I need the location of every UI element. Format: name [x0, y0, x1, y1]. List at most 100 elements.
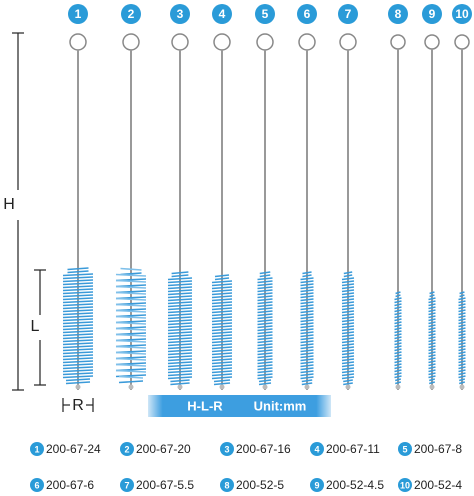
bristle [428, 300, 436, 304]
bristle [167, 289, 193, 293]
brush [454, 34, 470, 390]
bristle [167, 295, 193, 299]
bristle [458, 348, 466, 352]
badge [170, 4, 190, 24]
bristle [341, 358, 355, 362]
diameter-dimension [62, 398, 94, 412]
bristle [458, 369, 466, 373]
bristle [394, 321, 402, 325]
bristle [301, 379, 313, 383]
bristle [458, 321, 466, 325]
bristle [395, 294, 401, 298]
bristle [394, 330, 402, 334]
bristle [211, 301, 233, 305]
badge [121, 4, 141, 24]
bristle [115, 333, 147, 337]
bristle [300, 319, 314, 323]
bristle [458, 381, 466, 385]
bristle [300, 313, 314, 317]
bristle [62, 282, 94, 286]
bristle [62, 357, 94, 361]
bristle [257, 286, 273, 290]
badge [212, 4, 232, 24]
bristle [257, 280, 273, 284]
spec-number: 3 [224, 444, 229, 454]
bristle [428, 372, 436, 376]
bristle [458, 372, 466, 376]
bristle [257, 292, 273, 296]
bristle [341, 331, 355, 335]
bristle [62, 375, 94, 379]
bristle [115, 321, 147, 325]
bristle [115, 303, 147, 307]
bristle [257, 289, 273, 293]
bristle [257, 376, 273, 380]
bristle [394, 354, 402, 358]
bristle [394, 360, 402, 364]
bristle [428, 330, 436, 334]
bristle [341, 334, 355, 338]
bristle [167, 328, 193, 332]
bristle [115, 339, 147, 343]
bristle [167, 307, 193, 311]
bristle [458, 342, 466, 346]
bristle [300, 292, 314, 296]
brush-loop [454, 34, 470, 50]
bristle [458, 330, 466, 334]
brush-tip [459, 384, 465, 390]
badges: 1 2 3 4 5 6 7 8 9 10 [68, 4, 472, 24]
bristle [300, 307, 314, 311]
bristle [428, 309, 436, 313]
bristle [341, 313, 355, 317]
bristle [257, 349, 273, 353]
bristle [341, 286, 355, 290]
bristle [257, 364, 273, 368]
brush-loop [256, 33, 274, 51]
bristle [300, 361, 314, 365]
bristle [394, 381, 402, 385]
bristle [300, 328, 314, 332]
bristle [211, 376, 233, 380]
bristle [300, 349, 314, 353]
bristle [62, 330, 94, 334]
bristle [341, 295, 355, 299]
bristle [428, 318, 436, 322]
bristle [458, 354, 466, 358]
bristle [300, 337, 314, 341]
bristle [167, 334, 193, 338]
bristle [257, 295, 273, 299]
spec-number: 8 [224, 480, 229, 490]
bristle [211, 280, 233, 284]
bristle [118, 375, 144, 379]
bristle [428, 357, 436, 361]
badge-number: 4 [219, 7, 226, 21]
bristle [211, 313, 233, 317]
bristle [167, 304, 193, 308]
bristle [257, 337, 273, 341]
bristle [167, 283, 193, 287]
bristle [115, 309, 147, 313]
bristle [167, 373, 193, 377]
bristle [300, 325, 314, 329]
bristle [211, 352, 233, 356]
spec-badge [310, 478, 324, 492]
bristle [167, 277, 193, 281]
bristle [211, 298, 233, 302]
bristle [394, 351, 402, 355]
bristle [257, 316, 273, 320]
brush-tip [219, 384, 225, 390]
bristle [211, 295, 233, 299]
bristle [211, 340, 233, 344]
bristle [458, 333, 466, 337]
bristle [341, 298, 355, 302]
height-dimension [12, 32, 24, 391]
bristle [211, 358, 233, 362]
bristle [302, 274, 312, 278]
bristle [394, 303, 402, 307]
bristle [394, 315, 402, 319]
bristle [167, 343, 193, 347]
bristle [341, 355, 355, 359]
bristle [167, 364, 193, 368]
bristle [341, 307, 355, 311]
